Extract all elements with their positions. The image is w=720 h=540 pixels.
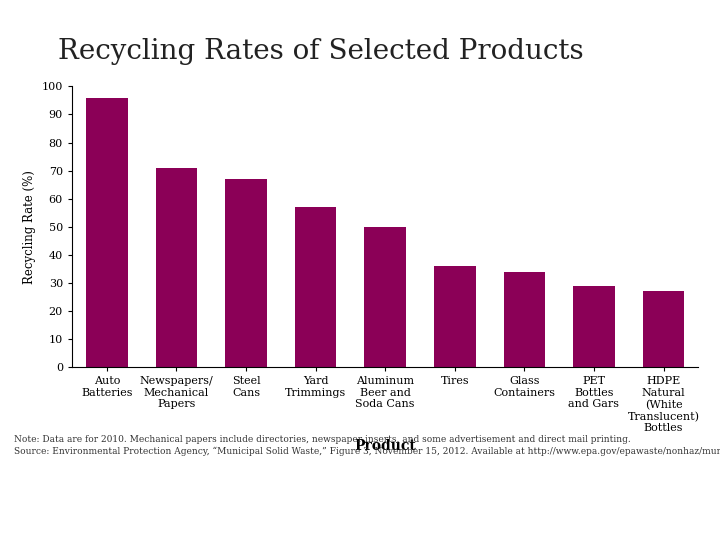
Bar (573, 286, 615, 367)
Bar (86, 98, 127, 367)
X-axis label: Product: Product (354, 439, 416, 453)
Bar (225, 179, 267, 367)
Bar (294, 207, 336, 367)
Text: Recycling Rates of Selected Products: Recycling Rates of Selected Products (58, 38, 583, 65)
Bar (643, 292, 685, 367)
Text: Note: Data are for 2010. Mechanical papers include directories, newspaper insert: Note: Data are for 2010. Mechanical pape… (14, 435, 631, 444)
Bar (503, 272, 545, 367)
Bar (364, 227, 406, 367)
Bar (156, 168, 197, 367)
Y-axis label: Recycling Rate (%): Recycling Rate (%) (23, 170, 36, 284)
Bar (434, 266, 476, 367)
Text: Source: Environmental Protection Agency, “Municipal Solid Waste,” Figure 3, Nove: Source: Environmental Protection Agency,… (14, 447, 720, 456)
Text: © 2014  Pearson Education, Inc.  All rights reserved.: © 2014 Pearson Education, Inc. All right… (14, 507, 331, 519)
Text: PEARSON: PEARSON (594, 503, 706, 523)
